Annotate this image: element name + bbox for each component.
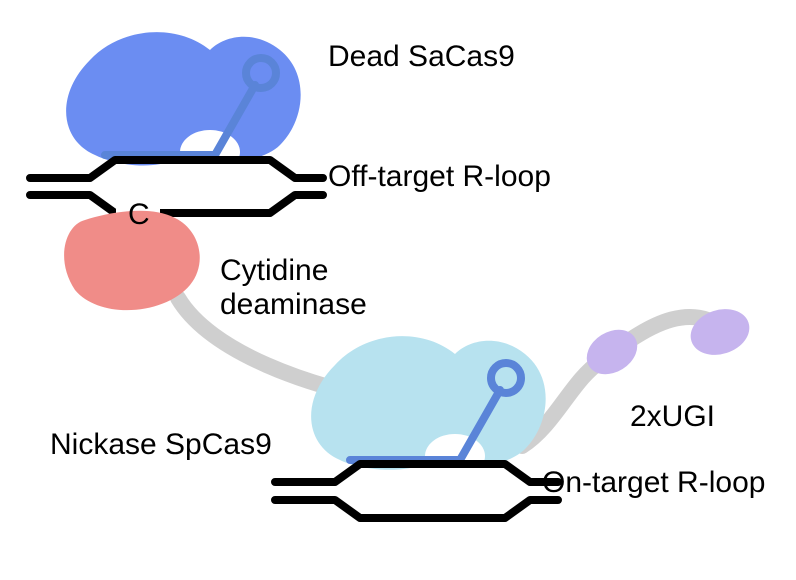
diagram-stage: Dead SaCas9 Off-target R-loop C Cytidine… [0, 0, 796, 580]
label-nickase: Nickase SpCas9 [50, 428, 272, 462]
label-off-target: Off-target R-loop [328, 160, 551, 194]
label-2xugi: 2xUGI [630, 400, 715, 434]
label-cytidine: Cytidine [220, 254, 328, 288]
label-deaminase: deaminase [220, 288, 367, 322]
label-c-letter: C [128, 198, 150, 232]
label-dead-sacas9: Dead SaCas9 [328, 40, 515, 74]
label-on-target: On-target R-loop [542, 466, 765, 500]
on-target-rloop-dna [275, 464, 558, 518]
off-target-rloop-dna [30, 160, 323, 213]
